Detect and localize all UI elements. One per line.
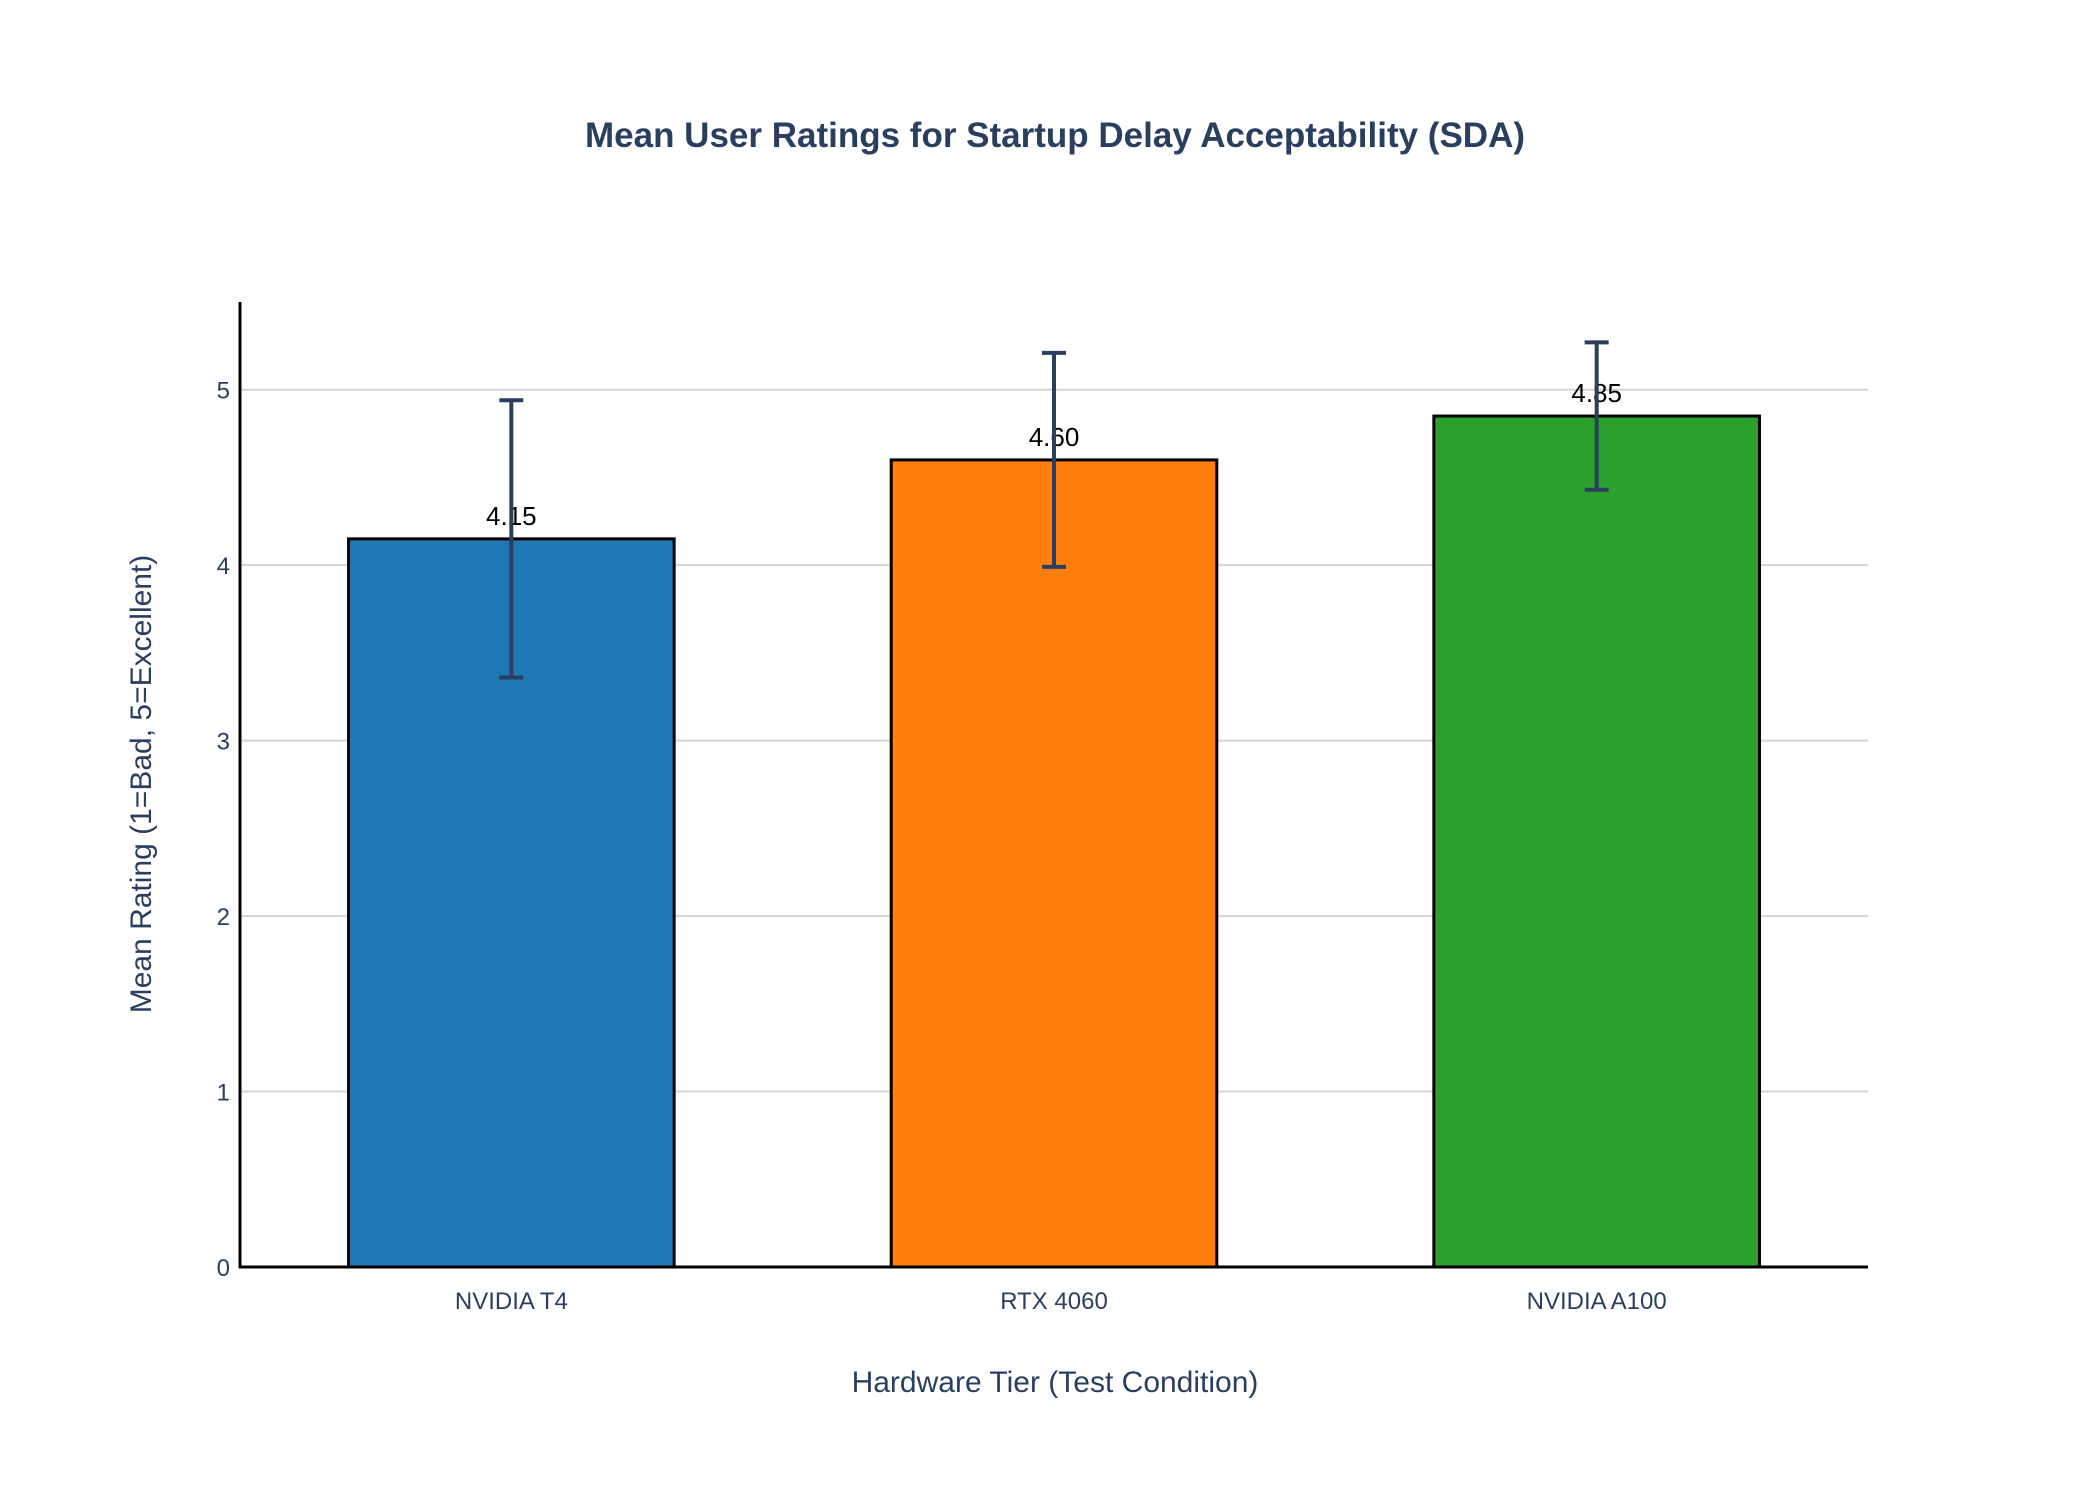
error-bar <box>1584 340 1609 492</box>
x-axis-title: Hardware Tier (Test Condition) <box>852 1366 1259 1399</box>
y-tick-labels: 0 1 2 3 4 5 <box>217 378 230 1282</box>
x-tick-label: NVIDIA A100 <box>1527 1288 1667 1315</box>
bars: 4.154.604.85 <box>347 340 1761 1269</box>
bar <box>1432 414 1761 1269</box>
chart-title: Mean User Ratings for Startup Delay Acce… <box>585 116 1525 155</box>
y-tick-label: 2 <box>217 904 230 931</box>
x-tick-label: RTX 4060 <box>1000 1288 1108 1315</box>
error-bar <box>499 398 524 680</box>
bar <box>889 458 1219 1269</box>
x-tick-label: NVIDIA T4 <box>455 1288 568 1315</box>
y-tick-label: 5 <box>217 378 230 405</box>
y-tick-label: 0 <box>217 1255 230 1282</box>
y-tick-label: 1 <box>217 1080 230 1107</box>
error-bar <box>1042 350 1066 569</box>
x-tick-labels: NVIDIA T4 RTX 4060 NVIDIA A100 <box>455 1288 1667 1315</box>
y-axis-title: Mean Rating (1=Bad, 5=Excellent) <box>125 555 158 1014</box>
y-tick-label: 4 <box>217 553 230 580</box>
y-tick-label: 3 <box>217 729 230 756</box>
